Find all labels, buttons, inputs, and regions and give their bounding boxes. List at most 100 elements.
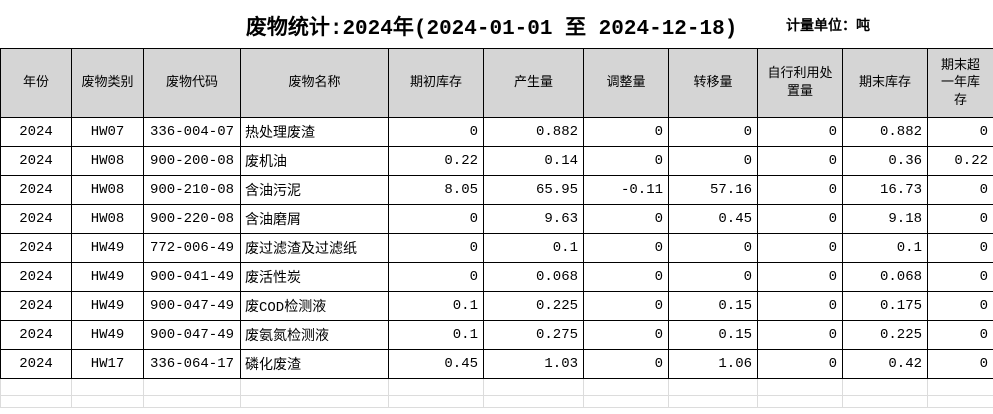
table-cell[interactable]: 57.16 [668, 175, 758, 205]
table-cell[interactable]: 废COD检测液 [240, 291, 389, 321]
empty-cell[interactable] [583, 378, 669, 396]
table-cell[interactable]: 0 [583, 204, 669, 234]
empty-cell[interactable] [757, 395, 843, 408]
table-cell[interactable]: 磷化废渣 [240, 349, 389, 379]
table-cell[interactable]: 2024 [0, 204, 72, 234]
empty-cell[interactable] [757, 378, 843, 396]
table-cell[interactable]: 900-047-49 [143, 320, 241, 350]
table-cell[interactable]: 0.15 [668, 320, 758, 350]
empty-cell[interactable] [240, 395, 389, 408]
table-cell[interactable]: 0.1 [388, 320, 484, 350]
table-cell[interactable]: 0 [757, 320, 843, 350]
table-cell[interactable]: 0 [583, 233, 669, 263]
table-cell[interactable]: 废过滤渣及过滤纸 [240, 233, 389, 263]
table-cell[interactable]: 热处理废渣 [240, 117, 389, 147]
empty-cell[interactable] [842, 378, 928, 396]
table-cell[interactable]: 0 [583, 262, 669, 292]
table-cell[interactable]: 0.36 [842, 146, 928, 176]
table-cell[interactable]: 900-210-08 [143, 175, 241, 205]
table-cell[interactable]: 2024 [0, 175, 72, 205]
empty-cell[interactable] [388, 395, 484, 408]
table-cell[interactable]: 1.06 [668, 349, 758, 379]
table-cell[interactable]: 废机油 [240, 146, 389, 176]
table-cell[interactable]: 0 [668, 262, 758, 292]
table-cell[interactable]: HW49 [71, 262, 144, 292]
empty-cell[interactable] [0, 378, 72, 396]
empty-cell[interactable] [483, 395, 584, 408]
table-cell[interactable]: 900-047-49 [143, 291, 241, 321]
table-cell[interactable]: 772-006-49 [143, 233, 241, 263]
table-cell[interactable]: 0 [583, 320, 669, 350]
table-cell[interactable]: 2024 [0, 117, 72, 147]
table-cell[interactable]: 0.068 [483, 262, 584, 292]
table-cell[interactable]: 0.225 [842, 320, 928, 350]
table-cell[interactable]: 900-220-08 [143, 204, 241, 234]
empty-cell[interactable] [483, 378, 584, 396]
table-cell[interactable]: 0 [757, 204, 843, 234]
table-cell[interactable]: 0 [757, 175, 843, 205]
table-cell[interactable]: 0.42 [842, 349, 928, 379]
table-cell[interactable]: 0 [927, 117, 993, 147]
table-cell[interactable]: 0 [757, 117, 843, 147]
table-cell[interactable]: 0 [388, 204, 484, 234]
table-cell[interactable]: 0.45 [668, 204, 758, 234]
table-cell[interactable]: 2024 [0, 146, 72, 176]
table-cell[interactable]: 0.1 [842, 233, 928, 263]
empty-cell[interactable] [668, 378, 758, 396]
table-cell[interactable]: 2024 [0, 233, 72, 263]
table-cell[interactable]: 废氨氮检测液 [240, 320, 389, 350]
table-cell[interactable]: 336-064-17 [143, 349, 241, 379]
empty-cell[interactable] [0, 395, 72, 408]
table-cell[interactable]: 0 [668, 117, 758, 147]
table-cell[interactable]: 0.225 [483, 291, 584, 321]
table-cell[interactable]: HW08 [71, 175, 144, 205]
table-cell[interactable]: 65.95 [483, 175, 584, 205]
table-cell[interactable]: 0 [668, 146, 758, 176]
table-cell[interactable]: HW17 [71, 349, 144, 379]
table-cell[interactable]: 0 [583, 349, 669, 379]
table-cell[interactable]: 0 [757, 262, 843, 292]
table-cell[interactable]: 9.63 [483, 204, 584, 234]
table-cell[interactable]: -0.11 [583, 175, 669, 205]
table-cell[interactable]: 0 [583, 291, 669, 321]
empty-cell[interactable] [240, 378, 389, 396]
table-cell[interactable]: 0 [927, 204, 993, 234]
table-cell[interactable]: 0.068 [842, 262, 928, 292]
table-cell[interactable]: 0.1 [483, 233, 584, 263]
table-cell[interactable]: HW07 [71, 117, 144, 147]
table-cell[interactable]: 0 [757, 233, 843, 263]
table-cell[interactable]: 0.22 [927, 146, 993, 176]
table-cell[interactable]: 1.03 [483, 349, 584, 379]
table-cell[interactable]: 2024 [0, 349, 72, 379]
table-cell[interactable]: HW49 [71, 291, 144, 321]
table-cell[interactable]: 0 [927, 291, 993, 321]
table-cell[interactable]: HW49 [71, 233, 144, 263]
table-cell[interactable]: 0 [388, 262, 484, 292]
table-cell[interactable]: 0 [388, 233, 484, 263]
table-cell[interactable]: 0 [927, 233, 993, 263]
table-cell[interactable]: HW49 [71, 320, 144, 350]
table-cell[interactable]: 2024 [0, 291, 72, 321]
empty-cell[interactable] [71, 378, 144, 396]
table-cell[interactable]: 0 [927, 320, 993, 350]
table-cell[interactable]: 含油磨屑 [240, 204, 389, 234]
table-cell[interactable]: HW08 [71, 204, 144, 234]
empty-cell[interactable] [143, 395, 241, 408]
empty-cell[interactable] [143, 378, 241, 396]
empty-cell[interactable] [71, 395, 144, 408]
table-cell[interactable]: 废活性炭 [240, 262, 389, 292]
table-cell[interactable]: 0 [757, 349, 843, 379]
table-cell[interactable]: HW08 [71, 146, 144, 176]
table-cell[interactable]: 16.73 [842, 175, 928, 205]
table-cell[interactable]: 0.882 [842, 117, 928, 147]
empty-cell[interactable] [927, 378, 993, 396]
table-cell[interactable]: 0.15 [668, 291, 758, 321]
table-cell[interactable]: 0.14 [483, 146, 584, 176]
table-cell[interactable]: 0 [583, 117, 669, 147]
table-cell[interactable]: 0 [927, 175, 993, 205]
table-cell[interactable]: 0.175 [842, 291, 928, 321]
empty-cell[interactable] [388, 378, 484, 396]
table-cell[interactable]: 0 [757, 291, 843, 321]
table-cell[interactable]: 0.1 [388, 291, 484, 321]
table-cell[interactable]: 8.05 [388, 175, 484, 205]
